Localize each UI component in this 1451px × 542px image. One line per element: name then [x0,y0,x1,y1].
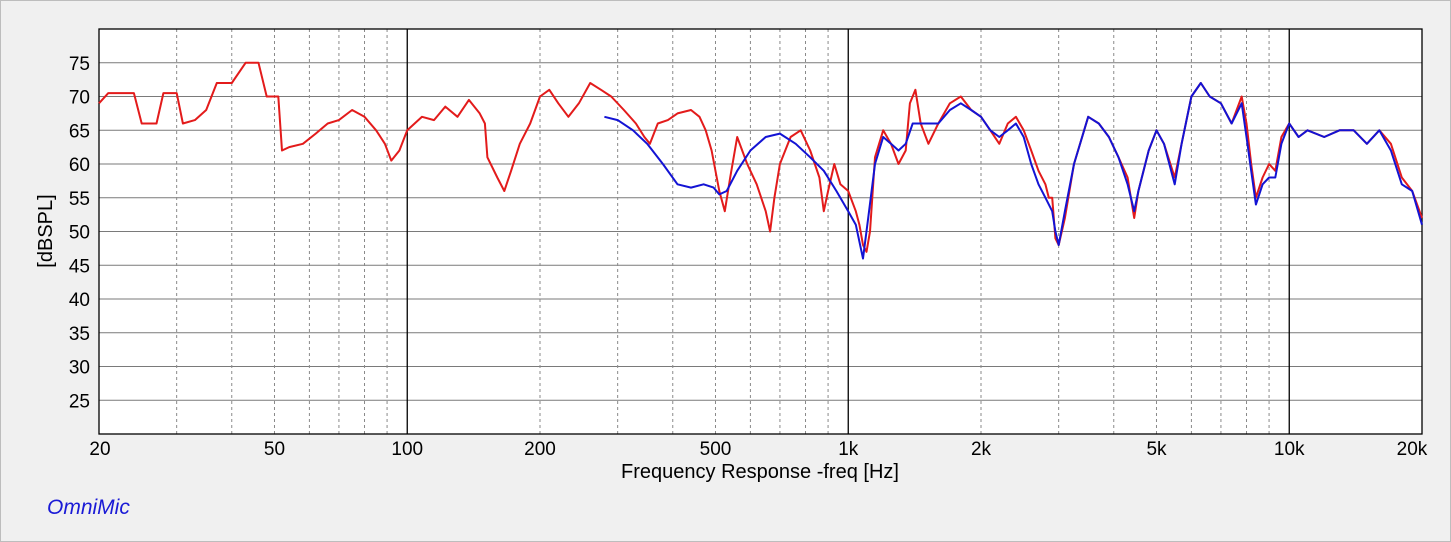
y-tick-label: 60 [69,155,90,176]
x-tick-label: 1k [838,439,859,460]
y-tick-label: 75 [69,54,90,75]
x-tick-label: 20 [89,439,110,460]
y-tick-label: 70 [69,88,90,109]
x-axis-label: Frequency Response -freq [Hz] [621,461,899,483]
y-tick-label: 55 [69,189,90,210]
x-tick-label: 100 [391,439,423,460]
y-tick-label: 40 [69,290,90,311]
x-tick-label: 50 [264,439,285,460]
x-tick-label: 10k [1274,439,1305,460]
y-tick-label: 45 [69,256,90,277]
y-tick-label: 35 [69,324,90,345]
y-tick-label: 30 [69,358,90,379]
series-line-2 [604,82,1423,260]
x-tick-label: 5k [1146,439,1167,460]
plot-border [98,28,1423,435]
y-tick-label: 25 [69,391,90,412]
x-tick-label: 20k [1397,439,1428,460]
y-tick-label: 65 [69,121,90,142]
x-tick-label: 2k [971,439,992,460]
y-tick-label: 50 [69,223,90,244]
omnimic-brand-label: OmniMic [47,496,130,519]
x-tick-label: 500 [700,439,732,460]
y-axis-label: [dBSPL] [35,194,57,267]
x-tick-label: 200 [524,439,556,460]
